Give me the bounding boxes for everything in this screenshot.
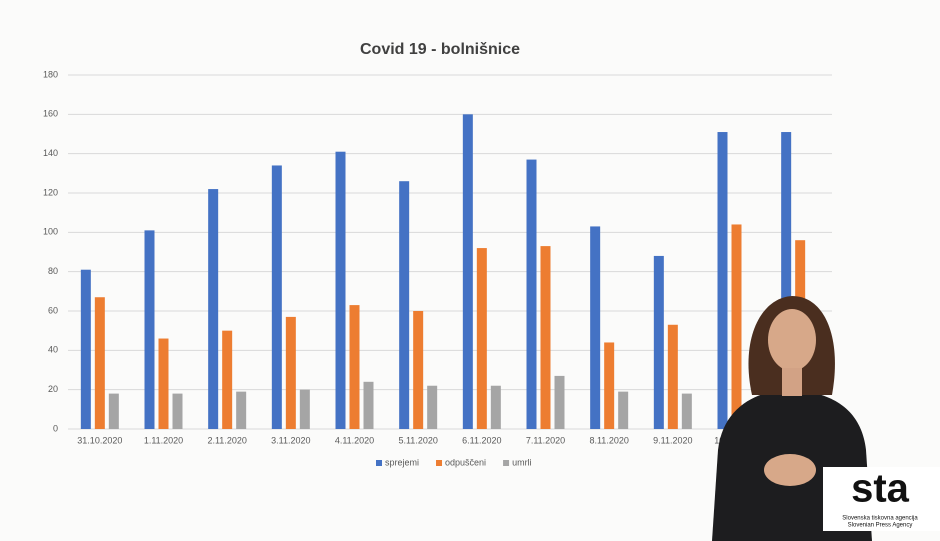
x-tick-label: 1.11.2020 (144, 435, 183, 445)
bar (618, 391, 629, 429)
bar (208, 189, 219, 429)
x-tick-label: 2.11.2020 (207, 435, 246, 445)
presenter-face (768, 309, 816, 371)
legend-swatch (436, 460, 443, 466)
y-tick-label: 60 (48, 305, 58, 315)
bar (349, 305, 360, 429)
bar (80, 269, 91, 429)
bar (158, 338, 169, 429)
y-tick-label: 140 (43, 148, 58, 158)
presenter: sta Slovenska tiskovna agencija Slovenia… (712, 296, 940, 541)
legend-label: umrli (512, 457, 532, 467)
y-tick-label: 20 (48, 384, 58, 394)
presenter-neck (782, 368, 802, 396)
bar (108, 393, 119, 429)
x-tick-label: 5.11.2020 (398, 435, 437, 445)
bar (172, 393, 183, 429)
legend-swatch (503, 460, 510, 466)
bar (399, 181, 410, 429)
bar (490, 385, 501, 429)
bar (271, 165, 282, 429)
x-tick-label: 7.11.2020 (526, 435, 565, 445)
bar (427, 385, 438, 429)
x-tick-label: 9.11.2020 (653, 435, 692, 445)
bar (285, 316, 296, 429)
bar (540, 246, 551, 429)
x-tick-label: 31.10.2020 (77, 435, 122, 445)
legend-label: sprejemi (385, 457, 419, 467)
bar (526, 159, 537, 430)
y-tick-label: 40 (48, 345, 58, 355)
y-tick-label: 180 (43, 69, 58, 79)
x-tick-label: 4.11.2020 (335, 435, 374, 445)
bar (335, 151, 346, 429)
bar (717, 132, 728, 430)
chart-title: Covid 19 - bolnišnice (360, 41, 520, 58)
bar (144, 230, 155, 429)
bar (363, 381, 374, 429)
bar (681, 393, 692, 429)
y-tick-label: 160 (43, 109, 58, 119)
bar (781, 132, 792, 430)
bar (590, 226, 601, 429)
bar (554, 375, 565, 429)
logo-line: Slovenian Press Agency (848, 523, 913, 529)
x-tick-label: 3.11.2020 (271, 435, 310, 445)
x-tick-label: 8.11.2020 (589, 435, 628, 445)
logo-box (823, 467, 940, 531)
plot: 0 20 40 60 80 100 120 140 160 180 31.10.2020 1.11.2… (43, 69, 832, 467)
bar (604, 342, 615, 429)
presenter-hands (764, 454, 816, 486)
bar (653, 255, 664, 429)
y-tick-label: 0 (53, 423, 58, 433)
bar (667, 324, 678, 429)
legend-swatch (376, 460, 382, 466)
y-tick-label: 80 (48, 266, 58, 276)
bar (731, 224, 742, 429)
x-tick-label: 6.11.2020 (462, 435, 501, 445)
y-tick-label: 100 (43, 227, 58, 237)
bar (476, 248, 487, 429)
logo-text: sta (851, 467, 910, 511)
y-tick-label: 120 (43, 187, 58, 197)
bar (94, 297, 105, 429)
bar (222, 330, 233, 429)
bar (236, 391, 247, 429)
bar (462, 114, 473, 429)
bar (299, 389, 310, 429)
logo-line: Slovenska tiskovna agencija (842, 516, 918, 522)
legend-label: odpuščeni (445, 457, 486, 467)
bar (413, 311, 424, 429)
